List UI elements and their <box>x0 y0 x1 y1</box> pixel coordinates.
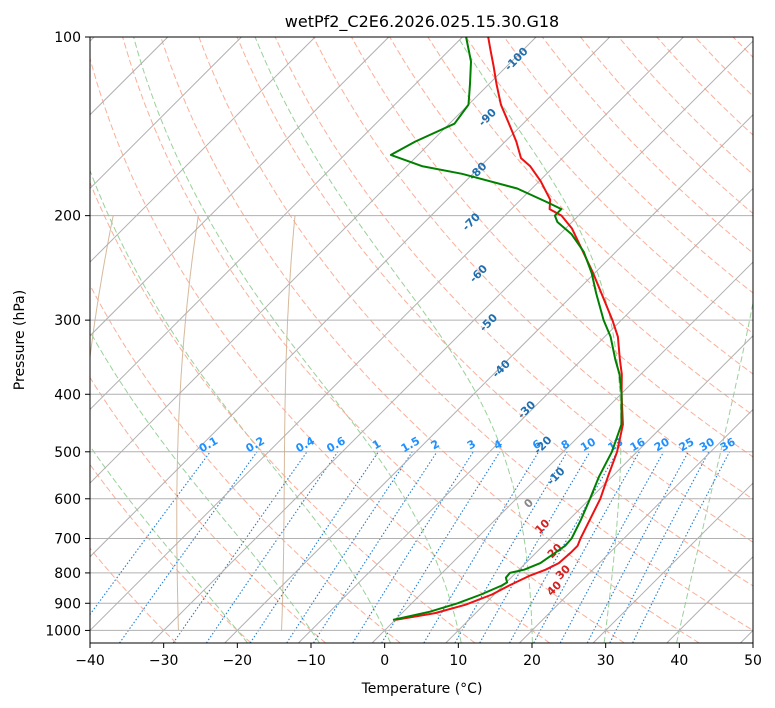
x-tick-label: −30 <box>149 653 179 669</box>
plot-frame <box>89 36 754 644</box>
x-tick-label: −20 <box>223 653 253 669</box>
isotherm-line <box>90 37 316 263</box>
x-tick-label: 0 <box>380 653 389 669</box>
dry-adiabat-line <box>503 37 753 294</box>
isotherm-line <box>519 408 753 643</box>
y-axis: 100 200 300 400 500 600 700 800 900 1000 <box>45 30 90 639</box>
temperature-line <box>395 37 624 621</box>
isotherms <box>90 37 753 643</box>
moist-adiabats <box>90 37 753 643</box>
profile-lines <box>389 37 624 621</box>
y-tick-label: 300 <box>54 313 81 329</box>
chart-title: wetPf2_C2E6.2026.025.15.30.G18 <box>285 12 559 32</box>
isotherm-line <box>445 335 753 643</box>
x-tick-label: 10 <box>449 653 467 669</box>
x-tick-label: −10 <box>296 653 326 669</box>
dry-adiabat-line <box>90 463 252 643</box>
y-tick-label: 1000 <box>45 623 81 639</box>
dry-adiabat-line <box>90 181 476 643</box>
isotherm-line <box>90 37 390 337</box>
dry-adiabat-line <box>90 376 326 643</box>
isotherm-line <box>298 187 753 643</box>
moist-adiabat-line <box>254 37 533 643</box>
y-tick-label: 100 <box>54 30 81 46</box>
moist-adiabat-line <box>90 445 248 643</box>
isotherm-line <box>90 37 463 411</box>
isotherm-line <box>90 37 537 484</box>
dry-adiabat-line <box>90 547 177 643</box>
x-tick-label: 40 <box>670 653 688 669</box>
x-tick-label: 20 <box>523 653 541 669</box>
isotherm-line <box>90 37 684 632</box>
x-axis: −40 −30 −20 −10 0 10 20 30 40 50 <box>75 643 762 669</box>
moist-adiabat-line <box>90 169 391 643</box>
x-tick-label: 30 <box>597 653 615 669</box>
y-tick-label: 600 <box>54 492 81 508</box>
isotherm-line <box>90 37 242 190</box>
moist-adiabat-line <box>133 37 462 643</box>
x-axis-title: Temperature (°C) <box>361 681 483 697</box>
pressure-gridlines <box>90 37 753 631</box>
y-tick-label: 400 <box>54 387 81 403</box>
y-tick-label: 700 <box>54 532 81 548</box>
y-tick-label: 500 <box>54 445 81 461</box>
y-tick-label: 800 <box>54 566 81 582</box>
dewpoint-line <box>389 37 623 621</box>
dry-adiabat-line <box>236 37 753 587</box>
x-tick-label: 50 <box>744 653 762 669</box>
y-tick-label: 900 <box>54 596 81 612</box>
isotherm-line <box>150 40 753 643</box>
isotherm-line <box>371 261 753 643</box>
dry-adiabat-line <box>389 37 753 416</box>
isotherm-line <box>592 482 753 643</box>
dry-adiabat-line <box>90 56 550 643</box>
isotherm-line <box>224 114 753 643</box>
reference-curve <box>90 215 114 361</box>
moist-adiabat-line <box>457 37 622 643</box>
x-tick-label: −40 <box>75 653 105 669</box>
dry-adiabat-line <box>198 37 753 631</box>
isotherm-line <box>90 37 611 558</box>
y-axis-title: Pressure (hPa) <box>12 290 28 390</box>
y-tick-label: 200 <box>54 209 81 225</box>
dry-adiabat-line <box>122 37 625 643</box>
dry-adiabat-line <box>427 37 753 375</box>
